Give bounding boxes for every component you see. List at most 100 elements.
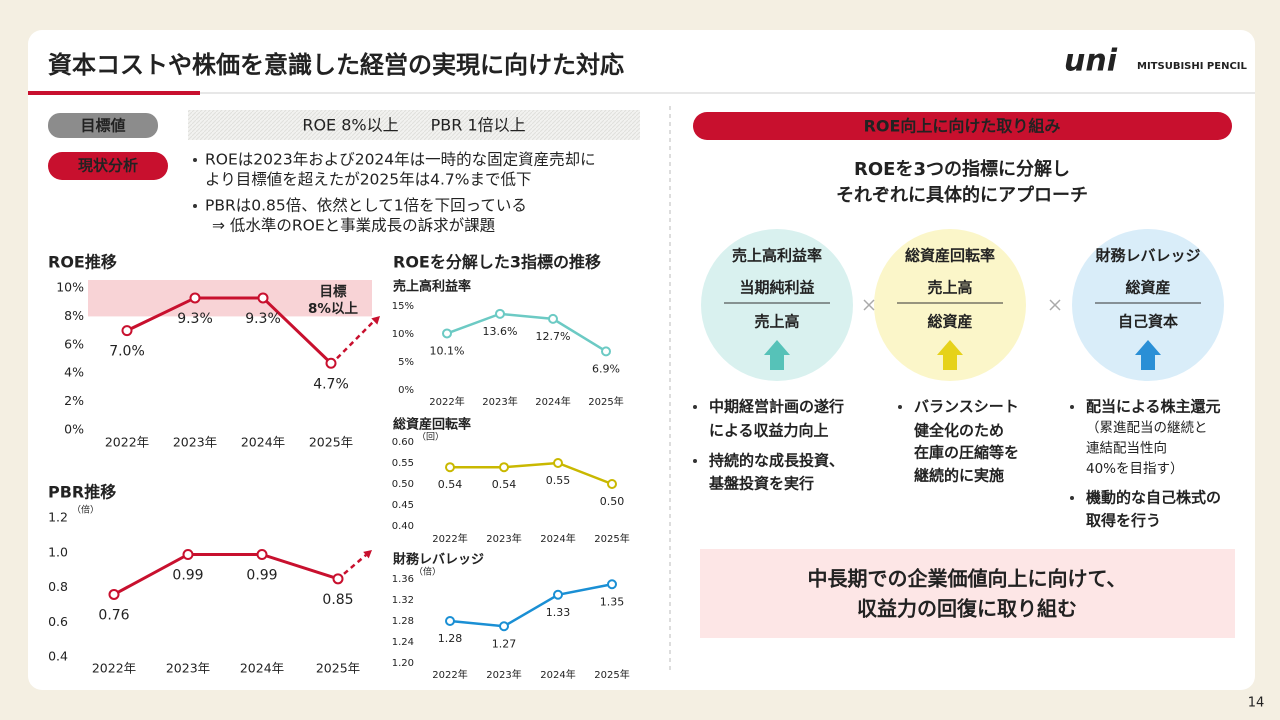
data-point bbox=[553, 458, 563, 468]
data-point bbox=[553, 589, 563, 600]
factor-bullet: 機動的な自己株式の bbox=[1086, 489, 1221, 507]
bullet-dot bbox=[898, 405, 902, 409]
y-tick-label: 0.50 bbox=[392, 479, 414, 490]
brand: MITSUBISHI PENCIL bbox=[1137, 61, 1248, 72]
y-tick-label: 0.8 bbox=[48, 579, 68, 594]
factor-name: 売上高利益率 bbox=[732, 247, 822, 265]
value-label: 9.3% bbox=[177, 311, 213, 327]
value-label: 0.76 bbox=[98, 607, 129, 623]
factor-circle bbox=[1072, 229, 1224, 381]
value-label: 12.7% bbox=[536, 330, 571, 343]
y-tick-label: 15% bbox=[392, 301, 414, 312]
data-point bbox=[182, 548, 194, 560]
decomposition-title: ROEを分解した3指標の推移 bbox=[393, 253, 601, 272]
x-tick-label: 2023年 bbox=[173, 435, 217, 450]
data-point bbox=[257, 292, 269, 304]
conclusion-box bbox=[700, 549, 1235, 638]
slide-title: 資本コストや株価を意識した経営の実現に向けた対応 bbox=[48, 51, 624, 79]
value-label: 0.50 bbox=[600, 495, 625, 508]
data-point bbox=[607, 579, 617, 590]
status-text: より目標値を超えたが2025年は4.7%まで低下 bbox=[205, 171, 532, 189]
factor-bullet: 中期経営計画の遂行 bbox=[709, 398, 844, 416]
value-label: 1.33 bbox=[546, 606, 571, 619]
bullet-dot bbox=[1070, 405, 1074, 409]
value-label: 0.54 bbox=[492, 478, 517, 491]
factor-numerator: 総資産 bbox=[1125, 279, 1170, 297]
y-tick-label: 0.45 bbox=[392, 500, 414, 511]
factor-bullet: 基盤投資を実行 bbox=[708, 475, 814, 493]
status-text: PBRは0.85倍、依然として1倍を下回っている bbox=[205, 197, 527, 215]
factor-note: 連結配当性向 bbox=[1086, 441, 1167, 457]
trend-arrowhead bbox=[371, 316, 380, 325]
factor-denominator: 売上高 bbox=[754, 313, 799, 331]
conclusion-text: 中長期での企業価値向上に向けて、 bbox=[808, 567, 1127, 591]
factor-bullet: 持続的な成長投資、 bbox=[709, 452, 844, 470]
data-point bbox=[325, 357, 337, 369]
status-label: 現状分析 bbox=[78, 157, 138, 175]
y-tick-label: 1.2 bbox=[48, 510, 68, 525]
factor-note: （累進配当の継続と bbox=[1086, 420, 1208, 436]
x-tick-label: 2024年 bbox=[535, 395, 570, 408]
y-tick-label: 10% bbox=[56, 280, 84, 295]
y-tick-label: 0.60 bbox=[392, 437, 414, 448]
times-sign bbox=[863, 299, 875, 311]
bullet-dot bbox=[693, 459, 697, 463]
y-tick-label: 2% bbox=[64, 393, 84, 408]
trend-arrow bbox=[343, 554, 367, 575]
factor-name: 総資産回転率 bbox=[905, 247, 995, 265]
heading-pill bbox=[693, 112, 1232, 140]
value-label: 10.1% bbox=[430, 344, 465, 357]
page-number: 14 bbox=[1248, 696, 1265, 711]
x-tick-label: 2025年 bbox=[588, 395, 623, 408]
chart-title: ROE推移 bbox=[48, 253, 117, 272]
value-label: 1.35 bbox=[600, 595, 625, 608]
series-line bbox=[126, 296, 333, 365]
target-label: 目標値 bbox=[80, 117, 125, 135]
factor-bullet: 在庫の圧縮等を bbox=[914, 444, 1019, 462]
times-sign bbox=[1049, 299, 1061, 311]
y-tick-label: 1.24 bbox=[392, 637, 414, 648]
data-point bbox=[495, 308, 505, 319]
factor-numerator: 当期純利益 bbox=[739, 279, 814, 297]
right-subtitle: ROEを3つの指標に分解し bbox=[854, 158, 1070, 180]
y-tick-label: 5% bbox=[398, 357, 414, 368]
data-point bbox=[332, 573, 344, 585]
factor-denominator: 総資産 bbox=[927, 313, 972, 331]
factor-bullet: 取得を行う bbox=[1086, 512, 1161, 530]
x-tick-label: 2023年 bbox=[486, 532, 521, 545]
chart-title: PBR推移 bbox=[48, 483, 116, 502]
logo: uni bbox=[1064, 44, 1118, 79]
factor-circle bbox=[874, 229, 1026, 381]
chart-title: 総資産回転率 bbox=[393, 417, 471, 433]
y-tick-label: 10% bbox=[392, 329, 414, 340]
value-label: 1.27 bbox=[492, 637, 517, 650]
unit-label: （倍） bbox=[72, 504, 99, 516]
target-annotation: 目標 bbox=[320, 283, 347, 300]
value-label: 0.54 bbox=[438, 478, 463, 491]
x-tick-label: 2023年 bbox=[166, 661, 210, 676]
y-tick-label: 6% bbox=[64, 336, 84, 351]
x-tick-label: 2022年 bbox=[92, 661, 136, 676]
value-label: 0.85 bbox=[322, 592, 353, 608]
unit-label: （倍） bbox=[414, 566, 441, 578]
unit-label: （回） bbox=[417, 432, 444, 443]
data-point bbox=[189, 292, 201, 304]
data-point bbox=[499, 462, 509, 473]
bullet-dot bbox=[193, 204, 197, 208]
x-tick-label: 2024年 bbox=[540, 532, 575, 545]
y-tick-label: 1.36 bbox=[392, 574, 414, 585]
factor-numerator: 売上高 bbox=[927, 279, 972, 297]
up-arrow bbox=[937, 340, 963, 370]
factor-bullet: による収益力向上 bbox=[709, 422, 829, 440]
value-label: 7.0% bbox=[109, 344, 145, 360]
target-text: ROE 8%以上 PBR 1倍以上 bbox=[302, 116, 525, 135]
data-point bbox=[601, 346, 611, 357]
value-label: 0.55 bbox=[546, 474, 571, 487]
value-label: 0.99 bbox=[246, 567, 277, 583]
value-label: 4.7% bbox=[313, 376, 349, 392]
status-text: ROEは2023年および2024年は一時的な固定資産売却に bbox=[205, 151, 596, 169]
chart-title: 財務レバレッジ bbox=[392, 552, 484, 568]
factor-name: 財務レバレッジ bbox=[1094, 247, 1200, 265]
y-tick-label: 0.40 bbox=[392, 521, 414, 532]
series-line bbox=[449, 583, 613, 628]
